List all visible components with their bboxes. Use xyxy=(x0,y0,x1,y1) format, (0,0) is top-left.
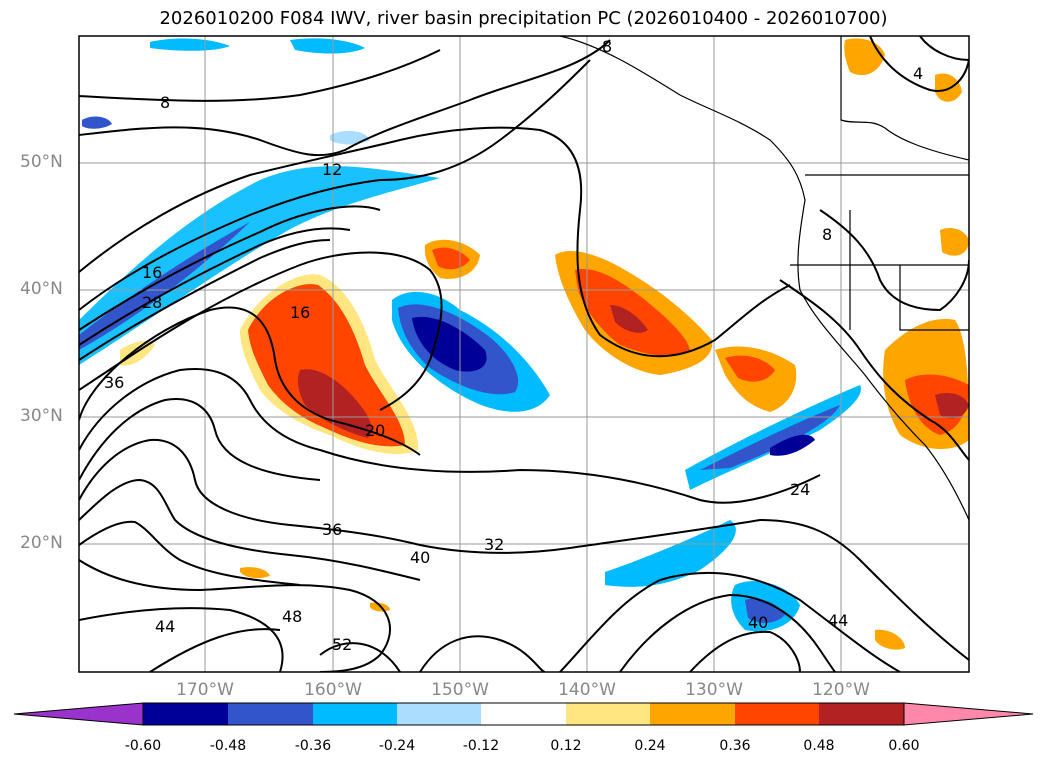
colorbar-tick-label: -0.60 xyxy=(124,738,162,754)
contour-label: 44 xyxy=(155,617,175,636)
contour-label: 40 xyxy=(410,548,430,567)
contour-label: 36 xyxy=(322,520,342,539)
contour-label: 28 xyxy=(142,293,162,312)
colorbar-tick-label: -0.12 xyxy=(462,738,500,754)
contour-label: 32 xyxy=(484,535,504,554)
colorbar-segment xyxy=(313,703,397,725)
colorbar-frame xyxy=(142,702,905,726)
colorbar-segment xyxy=(566,703,650,725)
colorbar-max-extend xyxy=(903,702,1034,726)
colorbar-segment xyxy=(397,703,481,725)
map-panel: 8 8 12 16 28 36 16 20 24 32 36 40 44 48 … xyxy=(79,36,969,672)
contour-label: 16 xyxy=(142,263,162,282)
colorbar-segment xyxy=(735,703,819,725)
colorbar-tick-label: -0.24 xyxy=(378,738,416,754)
colorbar-tick-label: -0.48 xyxy=(209,738,247,754)
colorbar xyxy=(13,702,1034,726)
colorbar-segment xyxy=(228,703,313,725)
lat-label: 50°N xyxy=(20,152,63,172)
lat-label: 40°N xyxy=(20,279,63,299)
lon-label: 120°W xyxy=(812,680,870,700)
contour-label: 36 xyxy=(104,373,124,392)
lat-label: 30°N xyxy=(20,406,63,426)
contour-label: 8 xyxy=(602,37,612,56)
colorbar-tick-label: -0.36 xyxy=(294,738,332,754)
colorbar-tick-label: 0.60 xyxy=(888,738,920,754)
contour-label: 48 xyxy=(282,607,302,626)
lon-label: 140°W xyxy=(558,680,616,700)
contour-label: 12 xyxy=(322,160,342,179)
colorbar-segment xyxy=(819,703,904,725)
colorbar-tick-label: 0.48 xyxy=(803,738,835,754)
colorbar-segment xyxy=(481,703,566,725)
contour-label: 4 xyxy=(913,64,923,83)
colorbar-tick-label: 0.36 xyxy=(719,738,751,754)
contour-label: 40 xyxy=(748,613,768,632)
lon-label: 150°W xyxy=(431,680,489,700)
contour-label: 52 xyxy=(332,635,352,654)
coastline xyxy=(559,36,969,521)
contour-label: 24 xyxy=(790,480,810,499)
colorbar-segment xyxy=(650,703,735,725)
contour-label: 44 xyxy=(828,611,848,630)
lon-label: 130°W xyxy=(685,680,743,700)
map-frame xyxy=(78,35,970,673)
positive-anomaly-shading xyxy=(120,38,969,650)
graticule xyxy=(79,36,969,672)
lat-label: 20°N xyxy=(20,533,63,553)
map-title: 2026010200 F084 IWV, river basin precipi… xyxy=(159,8,888,29)
contour-label: 20 xyxy=(365,421,385,440)
lon-label: 170°W xyxy=(176,680,234,700)
colorbar-segment xyxy=(143,703,228,725)
lon-label: 160°W xyxy=(304,680,362,700)
contour-label: 8 xyxy=(160,93,170,112)
colorbar-tick-label: 0.12 xyxy=(550,738,582,754)
negative-anomaly-shading xyxy=(79,38,861,632)
iwv-contours xyxy=(79,36,969,672)
contour-label: 16 xyxy=(290,303,310,322)
contour-label: 8 xyxy=(822,225,832,244)
colorbar-tick-label: 0.24 xyxy=(634,738,666,754)
contour-labels: 8 8 12 16 28 36 16 20 24 32 36 40 44 48 … xyxy=(104,37,923,654)
colorbar-min-extend xyxy=(13,702,144,726)
